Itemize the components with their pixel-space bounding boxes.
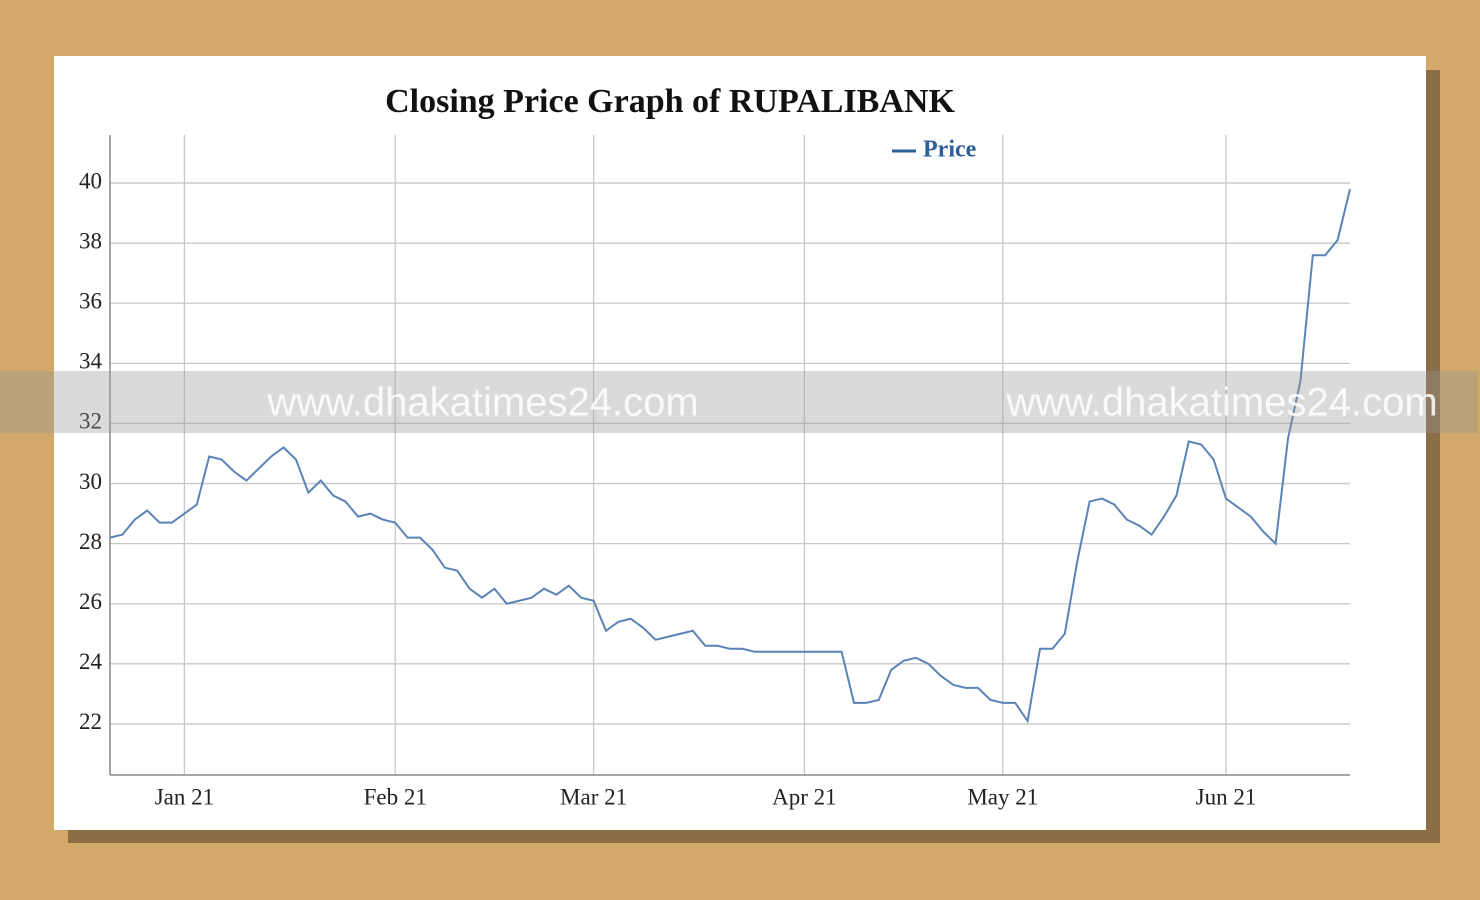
y-tick-label: 22: [79, 709, 102, 734]
y-tick-label: 36: [79, 289, 102, 314]
y-tick-label: 30: [79, 469, 102, 494]
legend-label: Price: [923, 137, 977, 163]
y-tick-label: 26: [79, 589, 102, 614]
price-line: [109, 188, 1351, 724]
chart-title: Closing Price Graph of RUPALIBANK: [385, 83, 955, 120]
x-tick-label: May 21: [967, 784, 1038, 809]
watermark: www.dhakatimes24.com: [1005, 381, 1437, 425]
plot: 22 24 26 28 30 32 34 36 38 40 Jan 21 Feb 21 Mar 21 Ap…: [79, 135, 1351, 809]
x-tick-label: Mar 21: [560, 784, 627, 809]
watermark: www.dhakatimes24.com: [266, 381, 698, 425]
y-tick-label: 34: [79, 349, 103, 374]
x-tick-label: Jun 21: [1196, 784, 1257, 809]
watermark-band: [0, 371, 1478, 433]
y-tick-label: 40: [79, 168, 102, 193]
x-tick-label: Jan 21: [155, 784, 214, 809]
y-tick-label: 24: [79, 649, 103, 674]
card: [54, 56, 1426, 830]
y-tick-label: 28: [79, 529, 102, 554]
y-tick-label: 38: [79, 228, 102, 253]
x-tick-label: Apr 21: [772, 784, 837, 809]
legend: Price: [892, 137, 977, 163]
x-tick-label: Feb 21: [364, 784, 427, 809]
y-tick-label: 32: [79, 409, 102, 434]
